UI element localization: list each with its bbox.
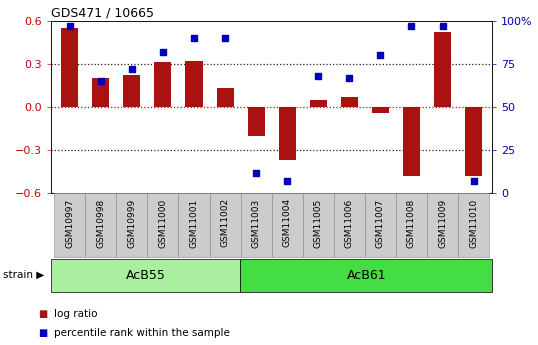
Point [128,66,136,72]
Text: GSM11001: GSM11001 [189,198,199,248]
Point [469,178,478,184]
Text: GSM11003: GSM11003 [252,198,260,248]
Point [66,23,74,29]
Bar [240,259,492,292]
Text: GSM11005: GSM11005 [314,198,323,248]
Text: percentile rank within the sample: percentile rank within the sample [54,328,230,338]
Point [376,52,385,58]
Text: AcB55: AcB55 [126,269,166,282]
Bar [365,193,396,257]
Point [96,78,105,84]
Text: GSM10999: GSM10999 [128,198,137,248]
Bar [179,193,210,257]
Text: GSM11002: GSM11002 [221,198,230,247]
Bar [396,193,427,257]
Bar [210,193,240,257]
Text: GSM11009: GSM11009 [438,198,447,248]
Bar [116,193,147,257]
Bar [458,193,489,257]
Bar [310,100,327,107]
Text: strain ▶: strain ▶ [3,270,44,280]
Text: GSM10998: GSM10998 [96,198,105,248]
Bar [372,107,389,113]
Point [283,178,292,184]
Bar [341,97,358,107]
Bar [147,193,179,257]
Text: log ratio: log ratio [54,309,97,319]
Bar [240,193,272,257]
Bar [247,107,265,136]
Bar [51,259,240,292]
Point [345,75,353,80]
Text: GSM10997: GSM10997 [65,198,74,248]
Bar [465,107,482,176]
Point [252,170,260,175]
Bar [403,107,420,176]
Point [314,73,323,79]
Text: GSM11010: GSM11010 [469,198,478,248]
Text: GSM11008: GSM11008 [407,198,416,248]
Bar [216,88,233,107]
Text: ■: ■ [38,328,47,338]
Bar [279,107,296,160]
Point [407,23,416,29]
Point [190,35,199,41]
Bar [303,193,334,257]
Point [221,35,229,41]
Bar [154,62,172,107]
Point [438,23,447,29]
Text: ■: ■ [38,309,47,319]
Bar [427,193,458,257]
Bar [123,75,140,107]
Bar [434,32,451,107]
Bar [186,61,203,107]
Text: GDS471 / 10665: GDS471 / 10665 [51,7,154,20]
Bar [334,193,365,257]
Bar [272,193,303,257]
Text: GSM11000: GSM11000 [159,198,167,248]
Bar [61,28,79,107]
Bar [54,193,86,257]
Text: GSM11007: GSM11007 [376,198,385,248]
Point [159,49,167,55]
Text: GSM11004: GSM11004 [283,198,292,247]
Text: AcB61: AcB61 [346,269,386,282]
Bar [86,193,116,257]
Text: GSM11006: GSM11006 [345,198,354,248]
Bar [93,78,109,107]
